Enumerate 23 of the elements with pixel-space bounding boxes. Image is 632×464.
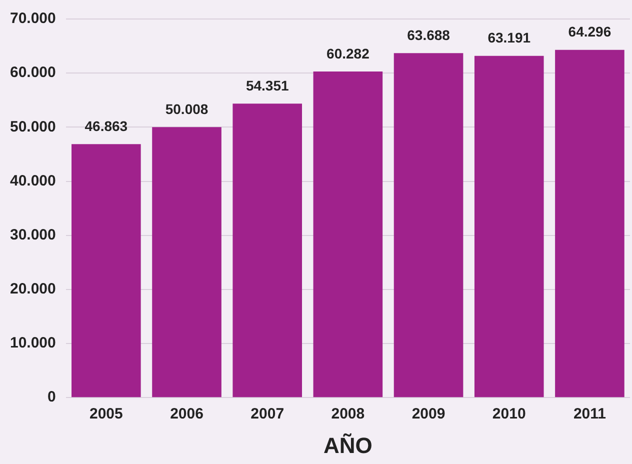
y-tick-label: 60.000	[10, 64, 56, 82]
y-tick-label: 40.000	[10, 172, 56, 190]
data-label: 46.863	[84, 118, 128, 134]
x-tick-label: 2008	[331, 406, 365, 423]
data-label: 63.688	[407, 27, 450, 43]
x-tick-label: 2006	[170, 406, 204, 423]
x-tick-label: 2005	[89, 406, 123, 423]
x-tick-label: 2010	[492, 406, 526, 423]
x-tick-label: 2011	[573, 406, 606, 423]
data-label: 54.351	[246, 78, 289, 94]
y-tick-label: 30.000	[10, 226, 56, 244]
x-tick-label: 2007	[250, 406, 284, 423]
y-tick-label: 10.000	[10, 334, 56, 352]
data-label: 60.282	[326, 45, 370, 62]
y-tick-label: 20.000	[10, 280, 56, 298]
data-label: 64.296	[568, 24, 612, 40]
x-axis-title: AÑO	[323, 432, 372, 458]
x-tick-label: 2009	[412, 406, 446, 423]
y-tick-label: 0	[48, 388, 56, 406]
y-tick-label: 50.000	[10, 118, 56, 136]
y-tick-label: 70.000	[10, 10, 56, 28]
data-label: 50.008	[165, 100, 208, 117]
data-label: 63.191	[488, 30, 531, 46]
